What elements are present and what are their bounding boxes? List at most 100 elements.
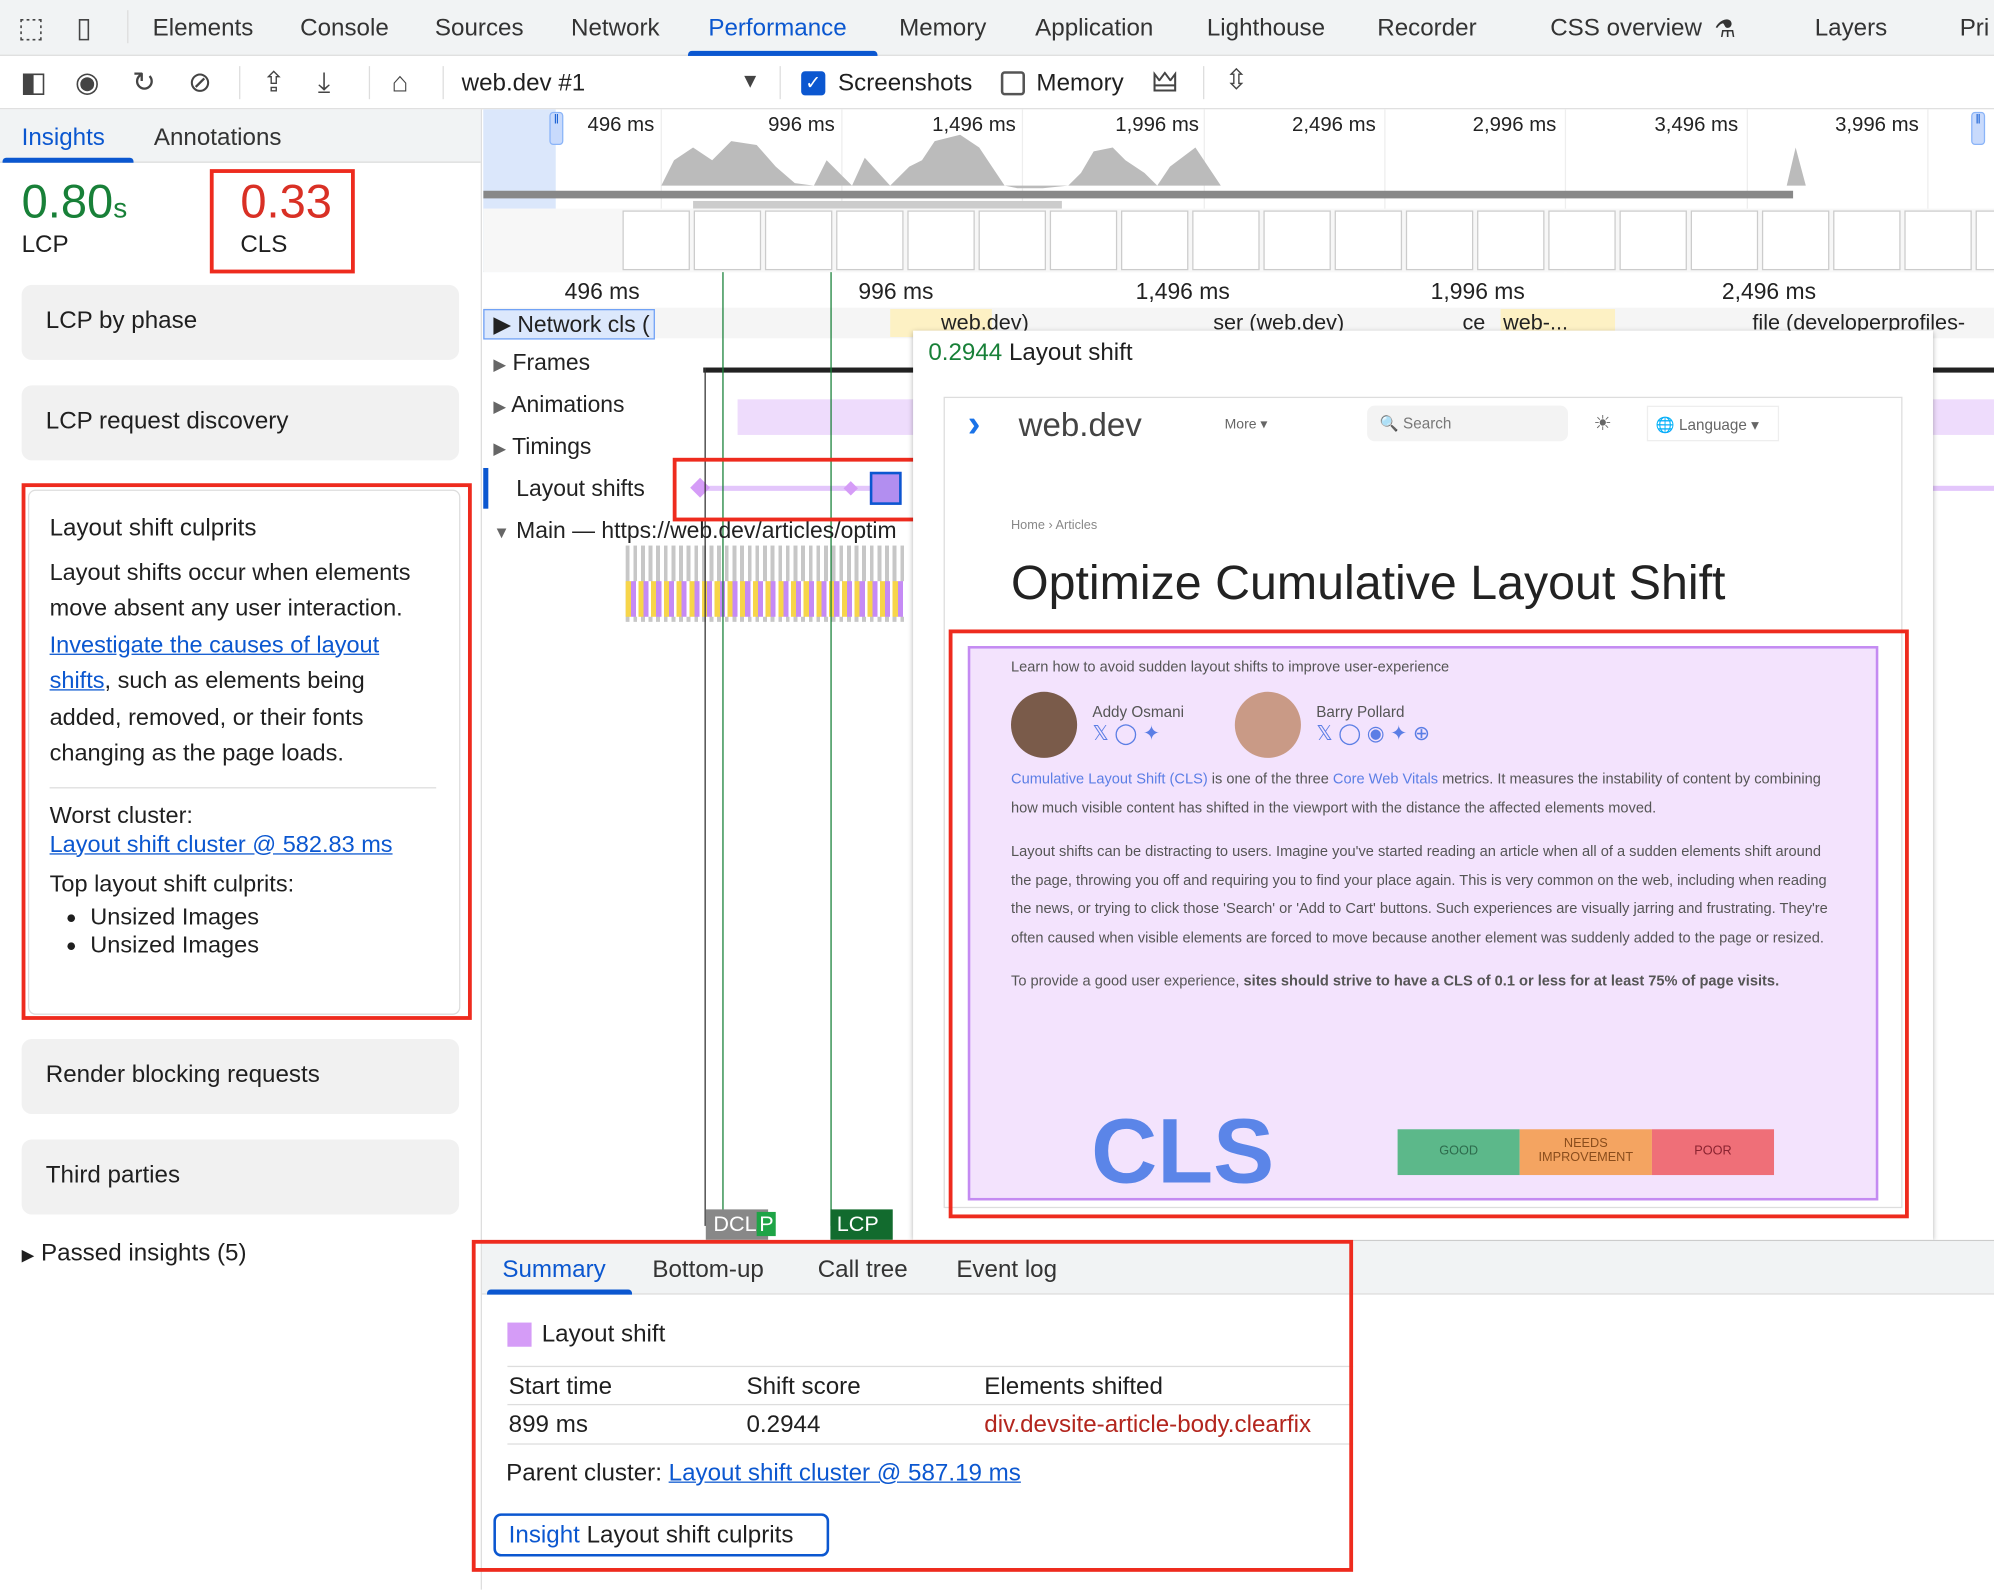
tab-call-tree[interactable]: Call tree xyxy=(817,1256,908,1284)
record-icon[interactable]: ◉ xyxy=(75,66,100,98)
screenshot-thumbnail xyxy=(1263,210,1331,271)
worst-cluster-link[interactable]: Layout shift cluster @ 582.83 ms xyxy=(49,829,393,857)
screenshots-label: Screenshots xyxy=(838,69,973,97)
device-toolbar-icon[interactable]: ▯ xyxy=(76,11,92,44)
tab-sources[interactable]: Sources xyxy=(434,15,524,42)
details-panel: Summary Bottom-up Call tree Event log La… xyxy=(481,1239,1994,1590)
lcp-marker[interactable]: LCP xyxy=(830,1209,893,1240)
investigate-link[interactable]: Investigate the causes of layout shifts xyxy=(49,630,380,694)
screenshot-thumbnail xyxy=(693,210,762,271)
memory-checkbox[interactable] xyxy=(1000,71,1025,96)
tab-console[interactable]: Console xyxy=(300,15,389,42)
webdev-logo-icon: › xyxy=(967,403,981,446)
screenshot-thumbnail xyxy=(1477,210,1545,271)
screenshot-thumbnail xyxy=(1904,210,1972,271)
inspect-element-icon[interactable]: ⬚ xyxy=(17,11,45,44)
screenshot-thumbnail xyxy=(907,210,975,271)
track-animations[interactable]: ▶ Animations xyxy=(493,391,625,418)
screenshot-thumbnail xyxy=(1619,210,1687,271)
tab-bottom-up[interactable]: Bottom-up xyxy=(652,1256,764,1284)
download-icon[interactable]: ⤓ xyxy=(317,66,331,98)
tab-more[interactable]: Pri xyxy=(1959,15,1990,42)
layout-shift-swatch xyxy=(507,1322,532,1347)
insights-sidebar: Insights Annotations 0.80s LCP 0.33 CLS … xyxy=(0,109,482,1590)
tab-memory[interactable]: Memory xyxy=(899,15,987,42)
screenshot-thumbnail xyxy=(1833,210,1901,271)
shifted-element-link[interactable]: div.devsite-article-body.clearfix xyxy=(984,1411,1312,1439)
screenshot-thumbnail xyxy=(1049,210,1118,271)
lcp-metric[interactable]: 0.80s LCP xyxy=(21,175,128,259)
track-frames[interactable]: ▶ Frames xyxy=(493,349,591,376)
tab-performance[interactable]: Performance xyxy=(708,15,847,42)
performance-toolbar: ◧ ◉ ↻ ⊘ ⇪ ⤓ ⌂ web.dev #1 ▼ ✓ Screenshots… xyxy=(0,55,1994,110)
dcl-marker[interactable]: DCL P xyxy=(705,1209,777,1240)
overview-right-handle[interactable]: ‖ xyxy=(1971,111,1986,145)
flask-icon: ⚗ xyxy=(1714,16,1736,44)
parent-cluster-link[interactable]: Layout shift cluster @ 587.19 ms xyxy=(668,1459,1021,1487)
layout-shift-tooltip: 0.2944 Layout shift › web.dev More ▾ 🔍 S… xyxy=(913,330,1933,1240)
tab-layers[interactable]: Layers xyxy=(1814,15,1888,42)
article-title: Optimize Cumulative Layout Shift xyxy=(1011,557,1726,611)
tab-annotations[interactable]: Annotations xyxy=(153,124,282,152)
insight-lcp-by-phase[interactable]: LCP by phase xyxy=(21,284,460,360)
screenshots-checkbox[interactable]: ✓ xyxy=(801,71,826,96)
screenshot-thumbnail xyxy=(764,210,833,271)
track-layout-shifts[interactable]: Layout shifts xyxy=(516,475,645,502)
layout-shift-highlight-box xyxy=(672,457,921,522)
insight-chip-button[interactable]: Insight Layout shift culprits xyxy=(493,1513,830,1557)
insight-layout-shift-culprits[interactable]: Layout shift culprits Layout shifts occu… xyxy=(27,489,461,1015)
screenshot-thumbnail xyxy=(836,210,904,271)
screenshot-thumbnail xyxy=(1405,210,1474,271)
tab-network[interactable]: Network xyxy=(570,15,660,42)
recording-select[interactable]: web.dev #1 xyxy=(461,69,586,97)
tab-lighthouse[interactable]: Lighthouse xyxy=(1206,15,1326,42)
page-screenshot: › web.dev More ▾ 🔍 Search ☀ 🌐 Language ▾… xyxy=(943,396,1903,1209)
screenshot-thumbnail xyxy=(1975,210,1994,271)
tab-css-overview[interactable]: CSS overview xyxy=(1550,15,1702,42)
devtools-tab-bar: ⬚ ▯ Elements Console Sources Network Per… xyxy=(0,0,1994,56)
culprit-item[interactable]: Unsized Images xyxy=(90,902,438,930)
chevron-down-icon[interactable]: ▼ xyxy=(740,71,761,93)
screenshot-thumbnail xyxy=(1192,210,1260,271)
cpu-chart xyxy=(483,109,1994,273)
track-timings[interactable]: ▶ Timings xyxy=(493,433,592,460)
insight-render-blocking[interactable]: Render blocking requests xyxy=(21,1038,460,1115)
toggle-sidebar-icon[interactable]: ◧ xyxy=(20,66,47,98)
screenshot-thumbnail xyxy=(1761,210,1830,271)
screenshot-thumbnail xyxy=(978,210,1046,271)
home-icon[interactable]: ⌂ xyxy=(391,66,409,98)
cls-highlight-box xyxy=(209,169,355,274)
tab-summary[interactable]: Summary xyxy=(502,1256,606,1284)
insight-lcp-request-discovery[interactable]: LCP request discovery xyxy=(21,385,460,461)
garbage-collect-icon[interactable]: 🜲 xyxy=(1152,66,1178,98)
screenshot-thumbnail xyxy=(1334,210,1403,271)
selected-layout-shift[interactable] xyxy=(869,471,902,505)
event-title: Layout shift xyxy=(541,1321,666,1349)
screenshot-thumbnail xyxy=(1121,210,1189,271)
screenshot-thumbnail xyxy=(622,210,690,271)
tab-insights[interactable]: Insights xyxy=(21,124,105,152)
memory-label: Memory xyxy=(1036,69,1124,97)
collapse-icon[interactable]: ⇳ xyxy=(1224,63,1249,96)
track-main[interactable]: ▼ Main — https://web.dev/articles/optim xyxy=(493,517,897,544)
insight-third-parties[interactable]: Third parties xyxy=(21,1139,460,1215)
cls-metric[interactable]: 0.33 CLS xyxy=(240,175,332,259)
tab-recorder[interactable]: Recorder xyxy=(1377,15,1477,42)
summary-highlight-box xyxy=(471,1239,1354,1572)
tab-application[interactable]: Application xyxy=(1035,15,1154,42)
screenshot-thumbnail xyxy=(1690,210,1759,271)
upload-icon[interactable]: ⇪ xyxy=(261,66,286,98)
culprits-highlight-box xyxy=(21,483,472,1020)
reload-record-icon[interactable]: ↻ xyxy=(132,66,156,98)
overview-left-handle[interactable]: ‖ xyxy=(549,111,564,145)
tab-elements[interactable]: Elements xyxy=(152,15,254,42)
timeline-overview[interactable]: ‖ ‖ 496 ms 996 ms 1,496 ms 1,996 ms 2,49… xyxy=(483,109,1994,273)
passed-insights-toggle[interactable]: ▶ Passed insights (5) xyxy=(21,1239,247,1267)
screenshot-highlight-box xyxy=(948,629,1909,1219)
culprits-description: Layout shifts occur when elements move a… xyxy=(49,557,411,766)
screenshot-thumbnail xyxy=(1548,210,1616,271)
track-network[interactable]: ▶ Network cls ( xyxy=(493,311,650,338)
tab-event-log[interactable]: Event log xyxy=(956,1256,1058,1284)
clear-icon[interactable]: ⊘ xyxy=(188,66,212,98)
culprit-item[interactable]: Unsized Images xyxy=(90,930,438,958)
